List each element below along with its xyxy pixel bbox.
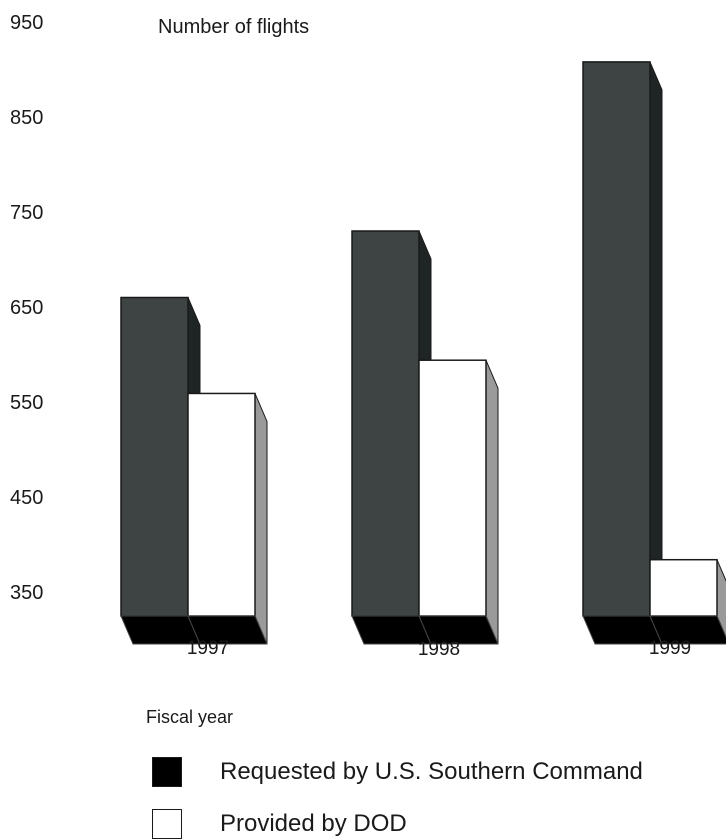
bar-floor-provided-1998 [418, 615, 499, 645]
bar-group-1997 [120, 296, 268, 645]
y-tick-label-650: 650 [10, 297, 43, 319]
x-axis-title: Fiscal year [146, 707, 233, 727]
legend-swatch-provided [152, 809, 182, 839]
x-tick-label-1997: 1997 [187, 638, 229, 659]
bar-provided-1998 [418, 359, 487, 617]
bar-group-1998 [351, 230, 499, 645]
bar-requested-1999 [582, 61, 651, 617]
x-axis-ticks: 1997 1998 1999 [187, 638, 691, 660]
legend-item-provided: Provided by DOD [152, 809, 407, 839]
y-tick-label-950: 950 [10, 12, 43, 34]
bar-floor-provided-1997 [187, 615, 268, 645]
x-tick-label-1999: 1999 [649, 638, 691, 659]
y-tick-label-750: 750 [10, 202, 43, 224]
bar-provided-1997 [187, 392, 256, 617]
y-axis-ticks: 350 450 550 650 750 850 950 [10, 12, 43, 604]
legend-swatch-requested [152, 757, 182, 787]
bar-provided-1999 [649, 558, 718, 617]
bar-side-provided-1998 [485, 360, 499, 645]
x-tick-label-1998: 1998 [418, 639, 460, 660]
bar-group-1999 [582, 61, 726, 645]
legend-label-requested: Requested by U.S. Southern Command [220, 758, 643, 785]
y-tick-label-450: 450 [10, 487, 43, 509]
y-tick-label-850: 850 [10, 107, 43, 129]
y-tick-label-350: 350 [10, 582, 43, 604]
bar-requested-1998 [351, 230, 420, 617]
legend-label-provided: Provided by DOD [220, 810, 407, 837]
y-tick-label-550: 550 [10, 392, 43, 414]
bar-floor-provided-1999 [649, 615, 726, 645]
bars [120, 61, 726, 645]
bar-side-provided-1997 [254, 393, 268, 645]
legend-item-requested: Requested by U.S. Southern Command [152, 757, 643, 787]
bar-side-requested-1999 [649, 61, 663, 645]
bar-requested-1997 [120, 296, 189, 617]
y-axis-title: Number of flights [158, 16, 309, 38]
